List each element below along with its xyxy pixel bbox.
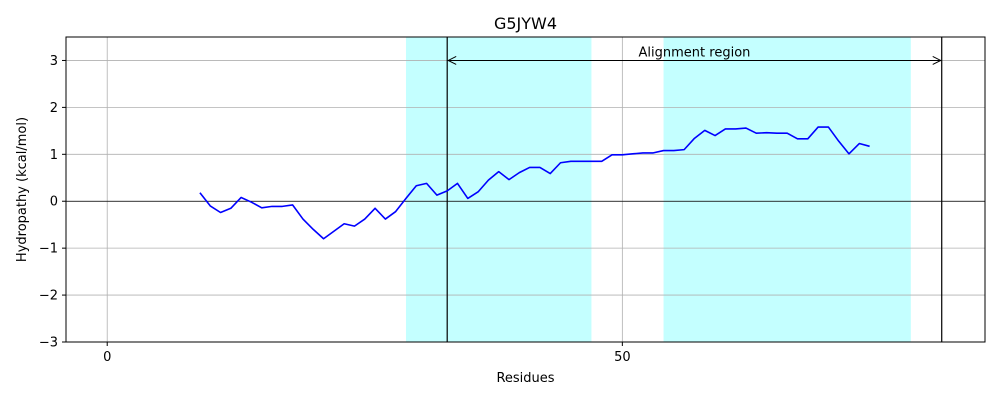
- annotation-label: Alignment region: [639, 45, 751, 60]
- annotation-arrowhead-left: [447, 56, 457, 65]
- x-tick-label: 50: [614, 350, 631, 365]
- y-tick-label: 3: [50, 54, 58, 69]
- y-tick-label: −2: [39, 289, 58, 304]
- x-axis-label: Residues: [496, 371, 554, 386]
- alignment-boundary-lines: [446, 37, 943, 342]
- y-axis-ticks: −3 −2 −1 0 1 2 3: [39, 54, 66, 351]
- highlight-regions: [405, 37, 911, 342]
- hydropathy-series-line: [199, 126, 870, 240]
- y-tick-label: −1: [39, 242, 58, 257]
- y-axis-label: Hydropathy (kcal/mol): [15, 117, 30, 262]
- series-group: [199, 126, 870, 240]
- y-tick-label: −3: [39, 336, 58, 351]
- plot-frame: [65, 36, 986, 343]
- highlight-region-2: [663, 37, 911, 342]
- y-tick-label: 0: [50, 195, 58, 210]
- chart-title: G5JYW4: [494, 14, 557, 33]
- x-tick-label: 0: [103, 350, 111, 365]
- annotation-arrowhead-right: [932, 56, 942, 65]
- highlight-region-1: [405, 37, 592, 342]
- y-tick-label: 1: [50, 148, 58, 163]
- annotation-group: Alignment region: [447, 45, 942, 65]
- plot-border: [65, 36, 986, 343]
- y-tick-label: 2: [50, 101, 58, 116]
- x-axis-ticks: 0 50: [103, 342, 631, 365]
